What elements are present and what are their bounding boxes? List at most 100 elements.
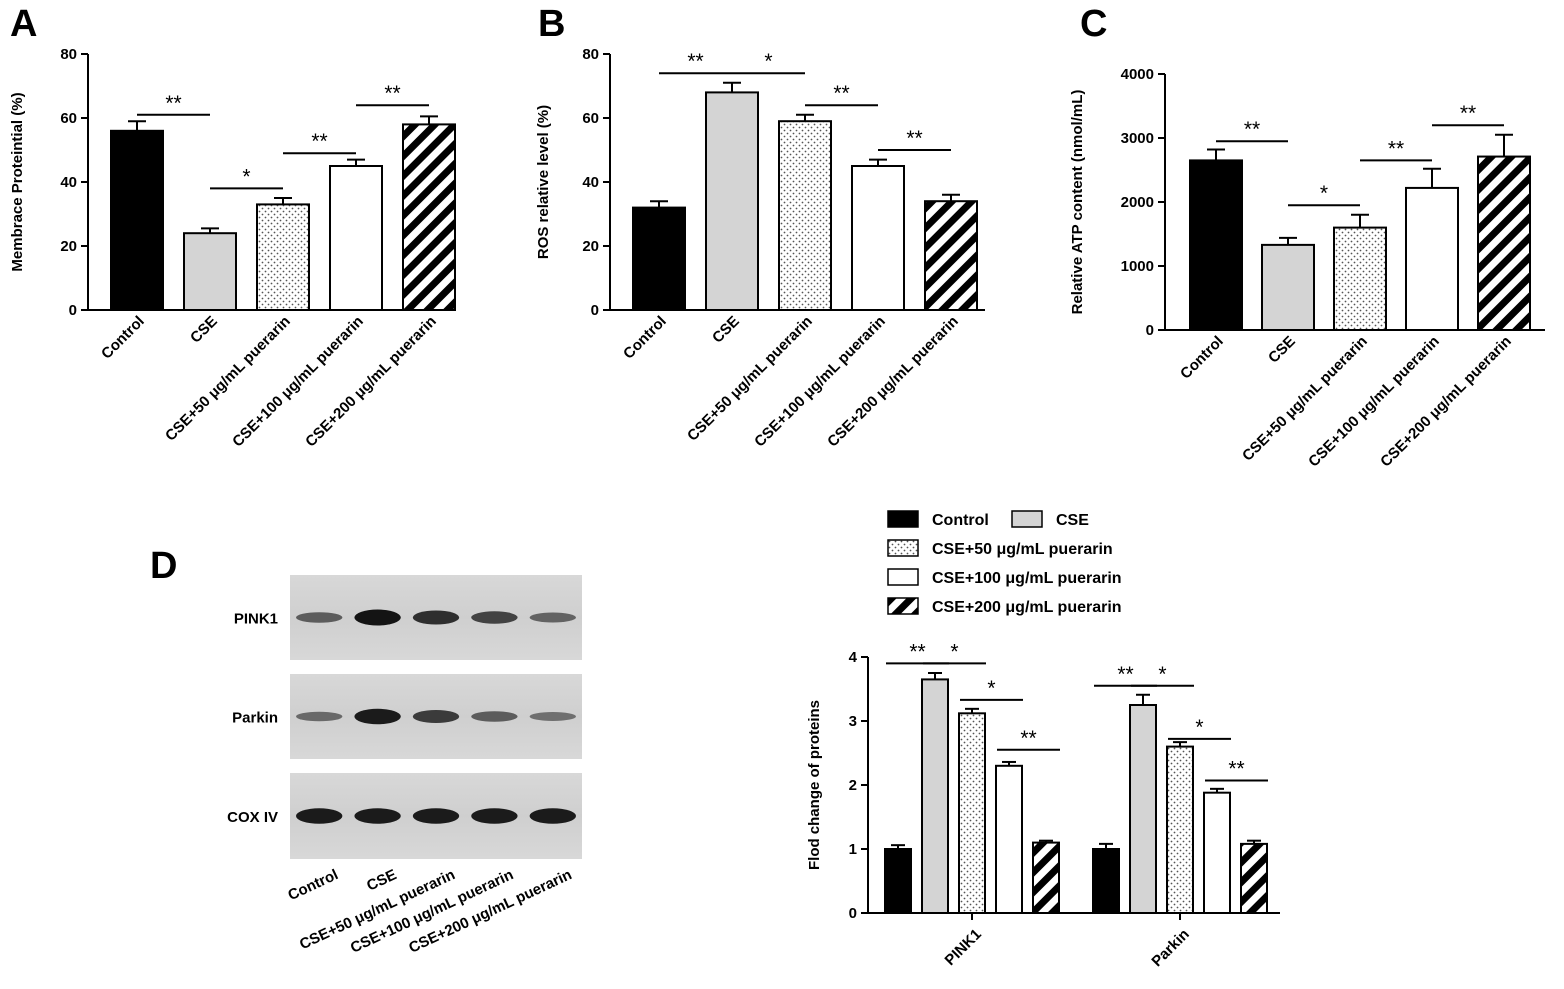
y-tick-label: 2 xyxy=(849,777,857,794)
x-tick-label: Control xyxy=(1177,333,1227,383)
blot-band xyxy=(354,808,401,824)
y-tick-label: 0 xyxy=(591,302,599,319)
x-tick-label: CSE xyxy=(1265,333,1299,367)
panel-letter-b: B xyxy=(538,3,565,45)
legend-label: CSE+50 μg/mL puerarin xyxy=(932,541,1113,558)
x-tick-label: CSE+50 μg/mL puerarin xyxy=(1239,333,1371,465)
bar xyxy=(632,206,686,312)
y-tick-label: 4 xyxy=(849,649,858,666)
significance-label: ** xyxy=(1228,758,1244,781)
significance-label: * xyxy=(1158,663,1166,686)
blot-band xyxy=(354,708,401,725)
significance-label: * xyxy=(764,50,772,73)
legend-label: CSE+100 μg/mL puerarin xyxy=(932,570,1122,587)
blot-lane-label: Control xyxy=(285,866,341,904)
blot-band xyxy=(296,808,343,824)
bar xyxy=(256,203,310,311)
chart-protein-fold-change: 0 1 2 3 4 Flod change of proteins PINK1 Parkin *… xyxy=(806,640,1280,970)
significance-label: ** xyxy=(906,127,922,150)
y-tick-label: 80 xyxy=(60,46,77,63)
y-axis-label: ROS relative level (%) xyxy=(535,105,552,259)
x-tick-label: CSE xyxy=(709,313,743,347)
y-tick-label: 60 xyxy=(60,110,77,127)
x-tick-label: CSE+100 μg/mL puerarin xyxy=(1305,333,1443,471)
y-axis-label: Membrace Proteintial (%) xyxy=(9,92,26,271)
y-tick-label: 20 xyxy=(60,238,77,255)
legend-swatch xyxy=(887,597,919,615)
bar xyxy=(1405,186,1459,331)
x-tick-label: CSE+50 μg/mL puerarin xyxy=(162,313,294,445)
x-tick-label: Control xyxy=(620,313,670,363)
bar xyxy=(921,678,949,915)
bar xyxy=(1261,243,1315,332)
y-tick-label: 1 xyxy=(849,841,857,858)
y-tick-label: 20 xyxy=(582,238,599,255)
significance-label: * xyxy=(1195,716,1203,739)
bar xyxy=(183,232,237,311)
significance-label: ** xyxy=(1460,102,1476,125)
y-tick-label: 80 xyxy=(582,46,599,63)
x-tick-label: CSE+100 μg/mL puerarin xyxy=(751,313,889,451)
x-tick-label: CSE+200 μg/mL puerarin xyxy=(1377,333,1515,471)
y-tick-label: 2000 xyxy=(1121,194,1154,211)
significance-label: ** xyxy=(1117,663,1133,686)
bar xyxy=(1333,226,1387,332)
bar xyxy=(1129,704,1157,914)
legend: Control CSE CSE+50 μg/mL puerarin CSE+100 μ… xyxy=(887,510,1122,616)
bar xyxy=(1240,842,1268,915)
significance-label: ** xyxy=(165,92,181,115)
blot-band xyxy=(471,711,518,722)
x-tick-label: Control xyxy=(98,313,148,363)
bar xyxy=(1189,159,1243,331)
bar xyxy=(924,200,978,311)
x-tick-label: CSE+100 μg/mL puerarin xyxy=(229,313,367,451)
panel-letter-a: A xyxy=(10,3,37,45)
chart-atp-content: 0 1000 2000 3000 4000 Relative ATP content (n… xyxy=(1069,66,1545,470)
blot-band-label: Parkin xyxy=(232,710,278,727)
significance-label: ** xyxy=(687,50,703,73)
y-tick-label: 40 xyxy=(60,174,77,191)
y-tick-label: 60 xyxy=(582,110,599,127)
legend-swatch xyxy=(887,568,919,586)
x-tick-label: CSE+200 μg/mL puerarin xyxy=(302,313,440,451)
y-tick-label: 0 xyxy=(1146,322,1154,339)
bar xyxy=(778,120,832,311)
y-tick-label: 4000 xyxy=(1121,66,1154,83)
bar xyxy=(1092,848,1120,914)
blot-band xyxy=(529,808,576,824)
x-tick-label: CSE+50 μg/mL puerarin xyxy=(684,313,816,445)
blot-band xyxy=(296,711,343,722)
significance-label: ** xyxy=(311,130,327,153)
legend-swatch xyxy=(1011,510,1043,528)
y-tick-label: 0 xyxy=(69,302,77,319)
bar xyxy=(1203,791,1231,914)
legend-swatch xyxy=(887,539,919,557)
blot-lane-label: CSE xyxy=(364,866,399,894)
x-tick-label: PINK1 xyxy=(942,926,985,969)
bar xyxy=(884,848,912,914)
y-tick-label: 3 xyxy=(849,713,857,730)
chart-membrane-potential: 0 20 40 60 80 Membrace Proteintial (%) Control… xyxy=(9,46,456,451)
significance-label: ** xyxy=(1020,727,1036,750)
x-tick-label: CSE xyxy=(187,313,221,347)
y-tick-label: 1000 xyxy=(1121,258,1154,275)
panel-letter-c: C xyxy=(1080,3,1107,45)
blot-band xyxy=(529,612,576,623)
blot-band xyxy=(412,610,460,625)
panel-letter-d: D xyxy=(150,545,177,587)
blot-band xyxy=(471,808,518,824)
y-tick-label: 40 xyxy=(582,174,599,191)
blot-band xyxy=(412,710,460,723)
legend-label: CSE+200 μg/mL puerarin xyxy=(932,599,1122,616)
x-tick-label: CSE+200 μg/mL puerarin xyxy=(824,313,962,451)
blot-band-label: COX IV xyxy=(227,809,278,826)
y-axis-label: Flod change of proteins xyxy=(806,700,823,870)
blot-band xyxy=(471,611,518,624)
blot-band-label: PINK1 xyxy=(234,611,278,628)
legend-label: CSE xyxy=(1056,512,1089,529)
bar xyxy=(110,129,164,311)
significance-label: * xyxy=(950,640,958,663)
blot-band xyxy=(296,612,343,623)
